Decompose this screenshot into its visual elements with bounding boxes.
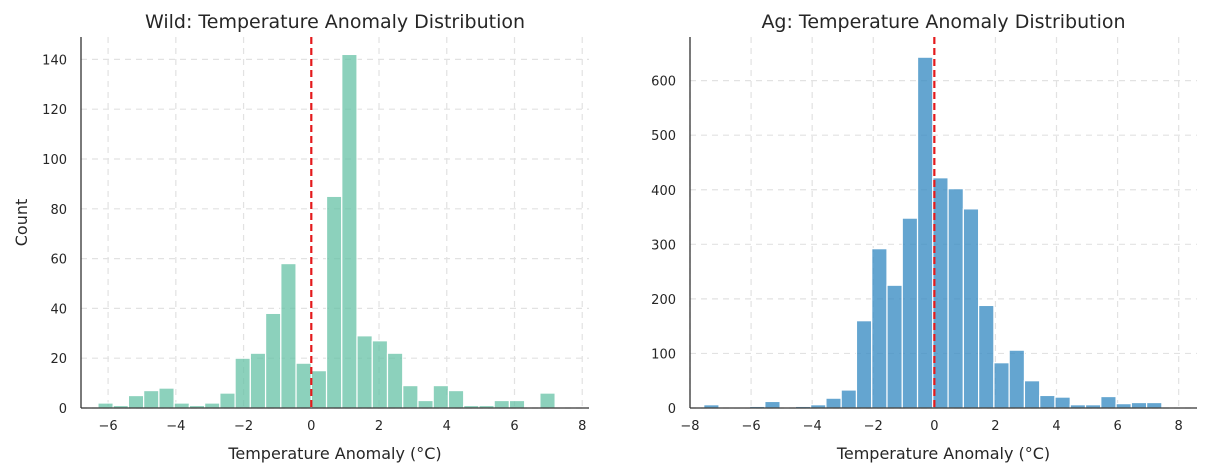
- x-tick-label: 8: [578, 419, 586, 434]
- histogram-bar: [143, 389, 160, 409]
- histogram-bar: [916, 56, 934, 409]
- x-tick-label: −6: [99, 419, 118, 434]
- bars: [703, 56, 1163, 409]
- histogram-bar: [978, 304, 995, 409]
- bars: [97, 53, 556, 409]
- histogram-bar: [310, 370, 328, 409]
- y-tick-label: 140: [42, 53, 67, 68]
- histogram-bar: [493, 399, 511, 409]
- histogram-bar: [962, 208, 980, 409]
- histogram-bar: [947, 188, 964, 409]
- histogram-bar: [371, 340, 389, 409]
- histogram-bar: [855, 320, 873, 409]
- histogram-bar: [356, 335, 373, 409]
- x-tick-label: 6: [1113, 419, 1121, 434]
- y-tick-label: 300: [651, 238, 676, 253]
- histogram-bar: [447, 389, 465, 409]
- x-tick-label: −4: [166, 419, 185, 434]
- histogram-bar: [871, 248, 888, 409]
- y-tick-label: 600: [651, 75, 676, 90]
- histogram-bar: [280, 262, 297, 409]
- histogram-bar: [1115, 403, 1132, 409]
- chart-title: Wild: Temperature Anomaly Distribution: [145, 11, 525, 33]
- histogram-bar: [1054, 396, 1071, 409]
- histogram-bar: [1130, 401, 1148, 409]
- histogram-bar: [432, 384, 450, 409]
- y-tick-label: 500: [651, 129, 676, 144]
- x-tick-label: 4: [443, 419, 451, 434]
- histogram-bar: [295, 362, 312, 409]
- ag-histogram-panel: −8 −6 −4 −2 0 2 4 6 8 0 100 200 300 400 500 600 Ag: Te…: [651, 11, 1197, 463]
- histogram-bar: [1023, 380, 1041, 409]
- histogram-bar: [386, 352, 404, 409]
- x-tick-label: −2: [864, 419, 883, 434]
- y-tick-labels: 0 20 40 60 80 100 120 140: [42, 53, 67, 417]
- histogram-bar: [249, 352, 267, 409]
- histogram-bar: [234, 357, 251, 409]
- histogram-bar: [764, 400, 781, 409]
- x-tick-label: 2: [991, 419, 999, 434]
- histogram-bar: [825, 397, 842, 409]
- x-tick-label: −2: [234, 419, 253, 434]
- y-axis-label: Count: [12, 199, 31, 247]
- histogram-bar: [417, 399, 434, 409]
- y-tick-labels: 0 100 200 300 400 500 600: [651, 75, 676, 417]
- y-tick-label: 0: [668, 402, 676, 417]
- chart-title: Ag: Temperature Anomaly Distribution: [761, 11, 1125, 33]
- histogram-bar: [840, 389, 858, 409]
- histogram-bar: [204, 402, 221, 409]
- y-tick-label: 200: [651, 293, 676, 308]
- histogram-bar: [508, 399, 526, 409]
- x-tick-label: 0: [930, 419, 938, 434]
- histogram-bar: [97, 402, 114, 409]
- histogram-bar: [264, 312, 282, 409]
- y-tick-label: 400: [651, 184, 676, 199]
- y-tick-label: 100: [42, 153, 67, 168]
- x-tick-labels: −8 −6 −4 −2 0 2 4 6 8: [680, 419, 1182, 434]
- histogram-bar: [1100, 395, 1117, 409]
- x-tick-label: −4: [803, 419, 822, 434]
- histogram-bar: [341, 53, 358, 409]
- x-tick-label: −6: [741, 419, 760, 434]
- histogram-bar: [325, 195, 343, 409]
- x-tick-label: −8: [680, 419, 699, 434]
- y-tick-label: 80: [50, 203, 67, 218]
- x-tick-labels: −6 −4 −2 0 2 4 6 8: [99, 419, 587, 434]
- histogram-bar: [1039, 394, 1056, 409]
- histogram-bar: [158, 387, 175, 409]
- histogram-bar: [993, 362, 1010, 409]
- y-tick-label: 100: [651, 347, 676, 362]
- x-tick-label: 6: [510, 419, 518, 434]
- x-tick-label: 4: [1052, 419, 1060, 434]
- histogram-bar: [402, 384, 419, 409]
- histogram-bar: [127, 394, 145, 409]
- x-tick-label: 0: [307, 419, 315, 434]
- histogram-bar: [173, 402, 190, 409]
- x-tick-label: 8: [1175, 419, 1183, 434]
- histogram-bar: [1008, 349, 1026, 409]
- x-axis-label: Temperature Anomaly (°C): [227, 444, 441, 463]
- y-tick-label: 0: [59, 402, 67, 417]
- histogram-bar: [886, 284, 903, 409]
- y-tick-label: 40: [50, 302, 67, 317]
- wild-histogram-panel: −6 −4 −2 0 2 4 6 8 0 20 40 60 80 100 120 140 Wild: Tem…: [12, 11, 589, 463]
- histogram-bar: [219, 392, 236, 409]
- x-axis-label: Temperature Anomaly (°C): [836, 444, 1050, 463]
- histogram-bar: [1146, 401, 1163, 409]
- y-tick-label: 20: [50, 352, 67, 367]
- y-tick-label: 120: [42, 103, 67, 118]
- histogram-bar: [901, 217, 919, 409]
- y-tick-label: 60: [50, 253, 67, 268]
- histogram-bar: [539, 392, 556, 409]
- x-tick-label: 2: [375, 419, 383, 434]
